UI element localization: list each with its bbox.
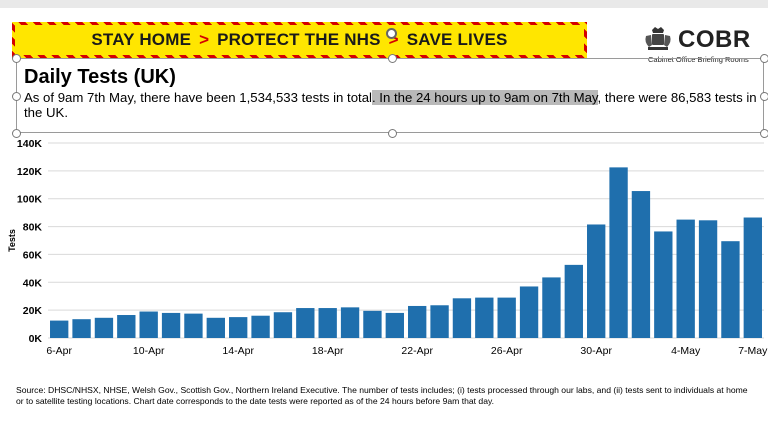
slogan-arrow-2: > bbox=[388, 30, 399, 49]
subtitle-part-a: As of 9am 7th May, there have been 1,534… bbox=[24, 90, 372, 105]
y-tick-label: 60K bbox=[23, 249, 43, 261]
resize-handle-nw[interactable] bbox=[12, 54, 21, 63]
x-tick-label: 18-Apr bbox=[312, 345, 344, 357]
y-tick-label: 0K bbox=[29, 333, 43, 345]
bar bbox=[564, 264, 583, 338]
bar bbox=[497, 297, 516, 338]
bar bbox=[340, 307, 360, 338]
logo-wordmark: COBR bbox=[678, 26, 751, 53]
y-tick-label: 120K bbox=[17, 166, 43, 178]
bar bbox=[698, 220, 718, 338]
bar bbox=[251, 315, 270, 338]
resize-handle-n[interactable] bbox=[388, 54, 397, 63]
bar bbox=[184, 313, 203, 338]
y-tick-label: 100K bbox=[17, 194, 43, 206]
x-tick-label: 26-Apr bbox=[491, 345, 523, 357]
bar bbox=[385, 312, 404, 338]
bar bbox=[609, 167, 628, 338]
y-tick-label: 140K bbox=[17, 138, 43, 150]
x-tick-label: 14-Apr bbox=[222, 345, 254, 357]
chart-title: Daily Tests (UK) bbox=[24, 66, 176, 88]
cobr-logo: COBR Cabinet Office Briefing Rooms bbox=[640, 26, 760, 66]
bar bbox=[296, 308, 315, 338]
bar bbox=[229, 317, 248, 338]
resize-handle-ne[interactable] bbox=[760, 54, 768, 63]
bar bbox=[654, 231, 673, 338]
subtitle-part-c: , there were 86,583 tests in the UK. bbox=[24, 90, 757, 120]
x-tick-label: 7-May bbox=[738, 345, 768, 357]
bar bbox=[273, 312, 293, 338]
slogan-part-2: PROTECT THE NHS bbox=[217, 30, 381, 49]
subtitle-highlighted-text[interactable]: . In the 24 hours up to 9am on 7th May bbox=[371, 90, 598, 105]
bar bbox=[721, 241, 740, 338]
resize-handle-w[interactable] bbox=[12, 92, 21, 101]
bar bbox=[631, 191, 651, 338]
y-tick-label: 20K bbox=[23, 305, 43, 317]
slogan-part-1: STAY HOME bbox=[91, 30, 192, 49]
bar bbox=[139, 311, 158, 338]
slogan-part-3: SAVE LIVES bbox=[406, 30, 508, 49]
x-tick-label: 10-Apr bbox=[133, 345, 165, 357]
slogan-text: STAY HOME > PROTECT THE NHS > SAVE LIVES bbox=[91, 30, 507, 50]
bar bbox=[519, 286, 539, 338]
x-tick-label: 30-Apr bbox=[580, 345, 612, 357]
bar bbox=[206, 317, 225, 338]
x-tick-label: 6-Apr bbox=[46, 345, 72, 357]
bar bbox=[542, 277, 561, 338]
bar bbox=[430, 305, 449, 338]
chart-subtitle: As of 9am 7th May, there have been 1,534… bbox=[24, 90, 764, 120]
royal-crest-icon bbox=[645, 27, 671, 50]
bar bbox=[72, 319, 91, 338]
resize-handle-s[interactable] bbox=[388, 129, 397, 138]
slogan-arrow-1: > bbox=[199, 30, 210, 49]
bar bbox=[743, 217, 762, 338]
rotate-handle[interactable] bbox=[386, 28, 397, 39]
logo-subtitle: Cabinet Office Briefing Rooms bbox=[648, 55, 749, 64]
y-tick-label: 40K bbox=[23, 277, 43, 289]
bar bbox=[587, 224, 606, 338]
bar bbox=[452, 298, 472, 338]
slogan-banner: STAY HOME > PROTECT THE NHS > SAVE LIVES bbox=[12, 22, 587, 58]
resize-handle-e[interactable] bbox=[760, 92, 768, 101]
bar bbox=[363, 310, 382, 338]
y-axis-label: Tests bbox=[7, 229, 17, 252]
y-tick-label: 80K bbox=[23, 222, 43, 234]
bar bbox=[676, 219, 695, 338]
x-tick-label: 4-May bbox=[671, 345, 701, 357]
bar bbox=[50, 320, 69, 338]
bar bbox=[318, 308, 337, 338]
resize-handle-sw[interactable] bbox=[12, 129, 21, 138]
bar bbox=[161, 312, 181, 338]
bar bbox=[117, 315, 136, 338]
top-strip bbox=[0, 0, 768, 8]
x-tick-label: 22-Apr bbox=[401, 345, 433, 357]
source-note: Source: DHSC/NHSX, NHSE, Welsh Gov., Sco… bbox=[16, 385, 748, 406]
bar bbox=[475, 297, 494, 338]
bar bbox=[94, 317, 114, 338]
resize-handle-se[interactable] bbox=[760, 129, 768, 138]
daily-tests-bar-chart: 0K 20K 40K 60K 80K 100K 120K 140K Tests 6-Apr 10-A… bbox=[7, 138, 768, 357]
bar bbox=[408, 305, 427, 338]
